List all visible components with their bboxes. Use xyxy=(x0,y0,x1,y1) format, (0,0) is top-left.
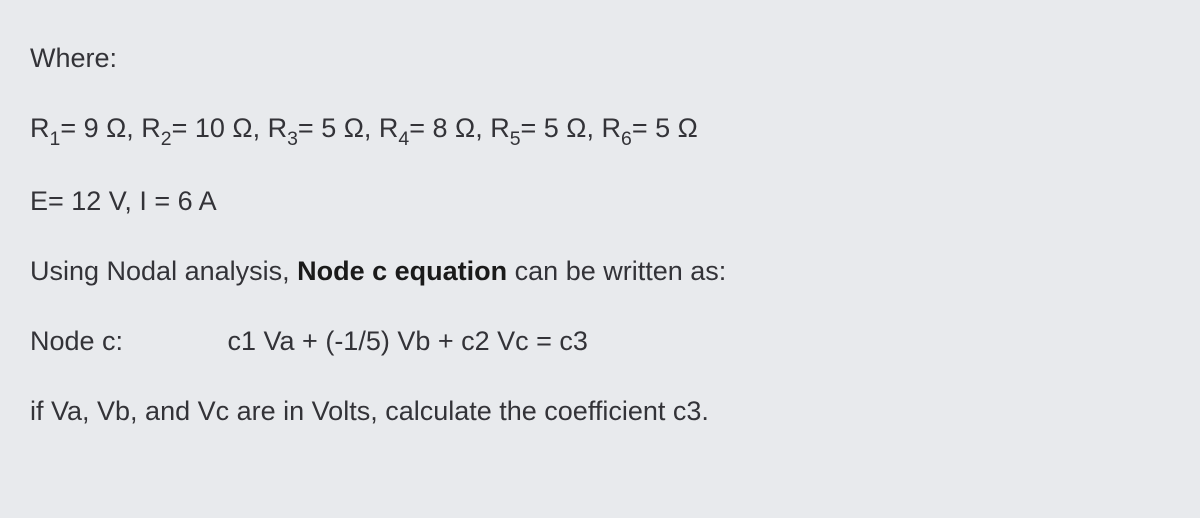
r5-symbol: R xyxy=(490,113,510,143)
r3-value: = 5 Ω, xyxy=(298,113,379,143)
source-values: E= 12 V, I = 6 A xyxy=(30,183,1170,221)
node-equation: c1 Va + (-1/5) Vb + c2 Vc = c3 xyxy=(228,326,588,356)
r1-value: = 9 Ω, xyxy=(60,113,141,143)
node-label: Node c: xyxy=(30,323,220,361)
where-heading: Where: xyxy=(30,40,1170,78)
instruction-suffix: can be written as: xyxy=(507,256,726,286)
r5-value: = 5 Ω, xyxy=(521,113,602,143)
r1-symbol: R xyxy=(30,113,50,143)
question-line: if Va, Vb, and Vc are in Volts, calculat… xyxy=(30,393,1170,431)
r4-symbol: R xyxy=(379,113,399,143)
r4-subscript: 4 xyxy=(398,128,409,150)
instruction-prefix: Using Nodal analysis, xyxy=(30,256,297,286)
resistor-values: R1= 9 Ω, R2= 10 Ω, R3= 5 Ω, R4= 8 Ω, R5=… xyxy=(30,110,1170,152)
r2-subscript: 2 xyxy=(161,128,172,150)
r4-value: = 8 Ω, xyxy=(409,113,490,143)
r6-symbol: R xyxy=(602,113,622,143)
r2-value: = 10 Ω, xyxy=(172,113,268,143)
r3-subscript: 3 xyxy=(287,128,298,150)
r5-subscript: 5 xyxy=(510,128,521,150)
r1-subscript: 1 xyxy=(50,128,61,150)
node-equation-line: Node c: c1 Va + (-1/5) Vb + c2 Vc = c3 xyxy=(30,323,1170,361)
r2-symbol: R xyxy=(141,113,161,143)
instruction-line: Using Nodal analysis, Node c equation ca… xyxy=(30,253,1170,291)
r6-value: = 5 Ω xyxy=(632,113,698,143)
r6-subscript: 6 xyxy=(621,128,632,150)
r3-symbol: R xyxy=(268,113,288,143)
instruction-emphasis: Node c equation xyxy=(297,256,507,286)
